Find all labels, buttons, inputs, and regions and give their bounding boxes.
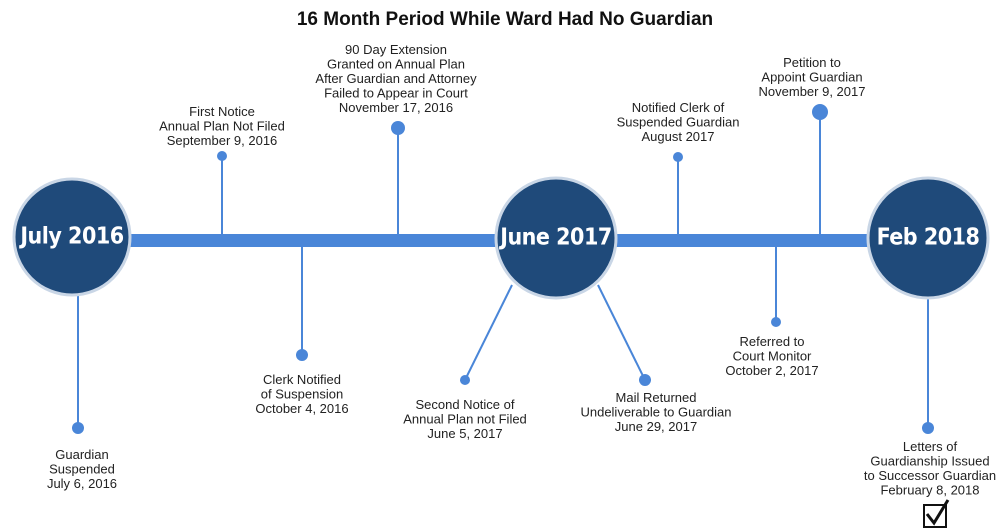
milestone-label: July 2016 xyxy=(18,224,123,250)
event-label: September 9, 2016 xyxy=(167,133,278,148)
event-label: Appoint Guardian xyxy=(761,70,862,85)
event-dot xyxy=(296,349,308,361)
event-dot xyxy=(460,375,470,385)
milestone-label: Feb 2018 xyxy=(877,225,980,251)
event-label: Court Monitor xyxy=(733,349,812,364)
milestone-circle xyxy=(866,176,990,300)
event-label: Granted on Annual Plan xyxy=(327,57,465,72)
event-label: Petition to xyxy=(783,55,841,70)
event-label: 90 Day Extension xyxy=(345,42,447,57)
checkbox xyxy=(923,499,950,528)
event-label: Clerk Notified xyxy=(263,372,341,387)
event-label: October 4, 2016 xyxy=(255,401,348,416)
event-dot xyxy=(639,374,651,386)
event-label: Letters of xyxy=(903,439,958,454)
event-label: Second Notice of xyxy=(415,397,514,412)
event-dot xyxy=(72,422,84,434)
event-dot xyxy=(812,104,828,120)
event-label: First Notice xyxy=(189,104,255,119)
event-label: Guardianship Issued xyxy=(870,454,989,469)
event-label: Mail Returned xyxy=(616,390,697,405)
event-dot xyxy=(217,151,227,161)
connector xyxy=(464,284,513,381)
event-dot xyxy=(771,317,781,327)
event-label: February 8, 2018 xyxy=(880,483,979,498)
event-label: October 2, 2017 xyxy=(725,363,818,378)
event-label: June 29, 2017 xyxy=(615,419,697,434)
event-label: June 5, 2017 xyxy=(427,426,502,441)
event-label: to Successor Guardian xyxy=(864,468,996,483)
event-label: November 9, 2017 xyxy=(759,84,866,99)
event-label: July 6, 2016 xyxy=(47,476,117,491)
milestone-label: June 2017 xyxy=(498,225,612,251)
event-label: Notified Clerk of xyxy=(632,100,725,115)
milestone-circle xyxy=(494,176,618,300)
event-label: Undeliverable to Guardian xyxy=(580,405,731,420)
event-label: After Guardian and Attorney xyxy=(315,71,477,86)
event-label: August 2017 xyxy=(641,129,714,144)
event-label: Guardian xyxy=(55,447,108,462)
event-label: Annual Plan not Filed xyxy=(403,412,527,427)
event-label: Annual Plan Not Filed xyxy=(159,119,285,134)
event-label: Failed to Appear in Court xyxy=(324,86,468,101)
event-label: Suspended xyxy=(49,462,115,477)
connector xyxy=(597,284,646,381)
milestone-circle xyxy=(12,177,132,297)
event-dot xyxy=(391,121,405,135)
event-label: Referred to xyxy=(739,334,804,349)
event-label: Suspended Guardian xyxy=(617,115,740,130)
event-dot xyxy=(922,422,934,434)
event-dot xyxy=(673,152,683,162)
event-label: of Suspension xyxy=(261,387,343,402)
title: 16 Month Period While Ward Had No Guardi… xyxy=(297,9,713,30)
event-label: November 17, 2016 xyxy=(339,100,453,115)
